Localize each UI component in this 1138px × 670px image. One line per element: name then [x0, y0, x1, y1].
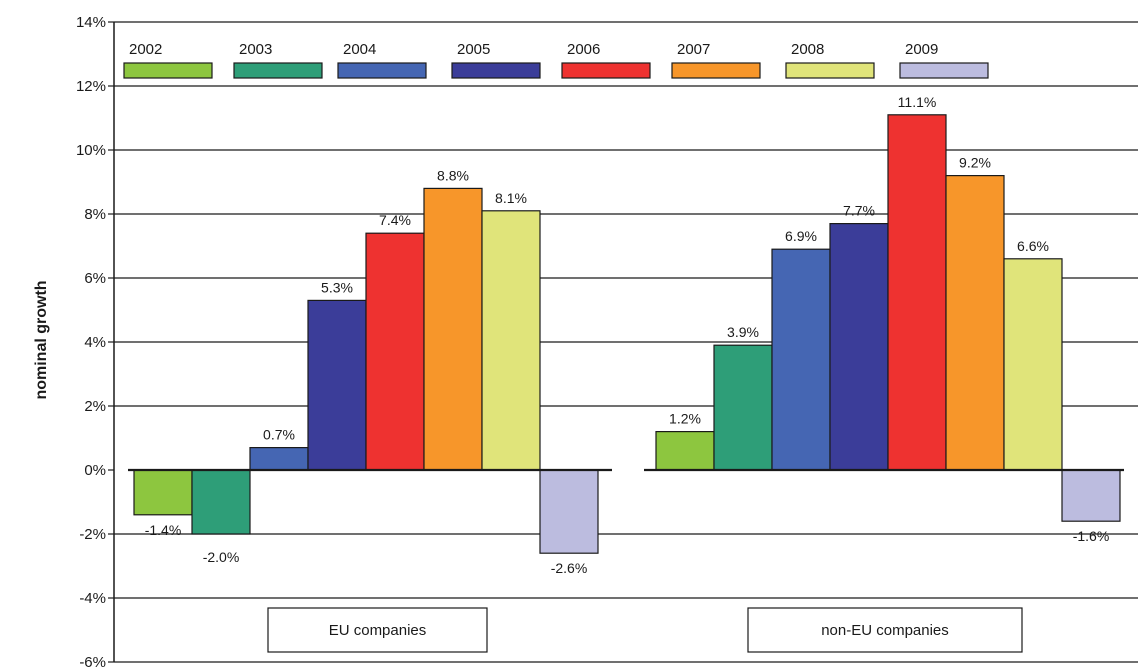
legend-swatch [899, 62, 989, 79]
data-label: -2.6% [551, 560, 588, 576]
data-label: 8.1% [495, 190, 527, 206]
bar-2009-eu [539, 469, 599, 554]
legend-label: 2008 [791, 41, 824, 58]
bar-2005-eu [307, 299, 367, 471]
bar-2005-non-eu [829, 223, 889, 471]
legend-swatch [671, 62, 761, 79]
group-label-box [267, 607, 488, 653]
y-tick-label: 6% [84, 270, 106, 287]
data-label: -1.4% [145, 522, 182, 538]
legend-swatch [337, 62, 427, 79]
bar-2008-non-eu [1003, 258, 1063, 471]
group-label: EU companies [329, 622, 427, 639]
bar-2009-non-eu [1061, 469, 1121, 522]
y-tick-label: 0% [84, 462, 106, 479]
data-label: 8.8% [437, 167, 469, 183]
bar-2007-eu [423, 187, 483, 471]
data-label: 6.6% [1017, 238, 1049, 254]
legend-label: 2009 [905, 41, 938, 58]
y-tick-label: 10% [76, 142, 106, 159]
bars [133, 114, 1121, 554]
data-label: 1.2% [669, 411, 701, 427]
grid [114, 21, 1138, 663]
data-label: 0.7% [263, 427, 295, 443]
group-labels: EU companies non-EU companies [267, 607, 1023, 653]
data-label: 6.9% [785, 228, 817, 244]
y-tick-label: 14% [76, 14, 106, 31]
bar-2004-eu [249, 447, 309, 471]
bar-2007-non-eu [945, 175, 1005, 471]
y-tick-label: 8% [84, 206, 106, 223]
bar-2002-eu [133, 469, 193, 516]
data-label: -2.0% [203, 549, 240, 565]
legend-label: 2002 [129, 41, 162, 58]
legend-label: 2007 [677, 41, 710, 58]
bar-2006-non-eu [887, 114, 947, 471]
y-tick-label: -6% [79, 654, 106, 670]
data-label: 7.4% [379, 212, 411, 228]
data-label: -1.6% [1073, 528, 1110, 544]
data-label: 11.1% [898, 94, 937, 110]
y-axis: -6% -4% -2% 0% 2% 4% 6% 8% 10% 12% 14% [76, 14, 115, 670]
legend-swatch [123, 62, 213, 79]
group-label-box [747, 607, 1023, 653]
bar-2003-non-eu [713, 344, 773, 471]
y-axis-title: nominal growth [33, 280, 50, 399]
data-label: 7.7% [843, 203, 875, 219]
legend-swatch [233, 62, 323, 79]
y-tick-label: -2% [79, 526, 106, 543]
bar-2002-non-eu [655, 431, 715, 471]
data-label: 5.3% [321, 279, 353, 295]
group-label: non-EU companies [821, 622, 949, 639]
data-label: 9.2% [959, 155, 991, 171]
bar-2008-eu [481, 210, 541, 471]
legend-label: 2005 [457, 41, 490, 58]
bar-2006-eu [365, 232, 425, 471]
legend: 2002 2003 2004 2005 2006 2007 2008 2009 [123, 41, 989, 79]
legend-swatch [785, 62, 875, 79]
bar-2004-non-eu [771, 248, 831, 471]
data-labels: -1.4% -2.0% 0.7% 5.3% 7.4% 8.8% 8.1% -2.6% 1.2% 3… [145, 94, 1110, 576]
legend-swatch [451, 62, 541, 79]
data-label: 3.9% [727, 324, 759, 340]
legend-swatch [561, 62, 651, 79]
y-tick-label: 4% [84, 334, 106, 351]
legend-label: 2003 [239, 41, 272, 58]
legend-label: 2004 [343, 41, 376, 58]
y-tick-label: 12% [76, 78, 106, 95]
legend-label: 2006 [567, 41, 600, 58]
y-tick-label: -4% [79, 590, 106, 607]
y-tick-label: 2% [84, 398, 106, 415]
bar-2003-eu [191, 469, 251, 535]
